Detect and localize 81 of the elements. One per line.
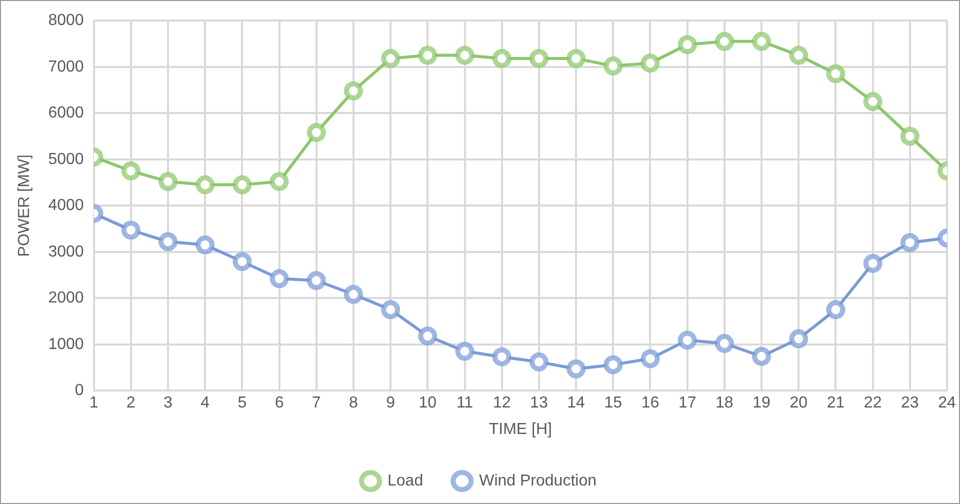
- y-tick-label: 0: [74, 382, 84, 400]
- point: [418, 46, 438, 65]
- point: [678, 330, 697, 350]
- point: [789, 329, 808, 348]
- point: [900, 126, 920, 146]
- point: [640, 349, 660, 368]
- point: [344, 81, 363, 100]
- point: [604, 56, 623, 76]
- point: [232, 252, 252, 272]
- y-tick-label: 8000: [48, 12, 84, 30]
- x-tick-label: 3: [164, 394, 173, 412]
- point: [306, 123, 326, 142]
- y-tick-label: 5000: [48, 150, 84, 168]
- x-tick-label: 21: [826, 394, 845, 412]
- point: [640, 54, 660, 73]
- x-tick-label: 11: [456, 394, 474, 412]
- x-tick-label: 20: [790, 394, 808, 412]
- point: [381, 49, 400, 68]
- point: [529, 49, 548, 68]
- x-tick-label: 9: [386, 394, 396, 412]
- point: [566, 49, 586, 68]
- point: [344, 284, 363, 304]
- x-tick-label: 19: [752, 394, 771, 412]
- x-tick-label: 15: [604, 394, 622, 412]
- point: [455, 342, 474, 361]
- point: [826, 64, 846, 84]
- legend-label: Load: [388, 472, 424, 490]
- y-tick-label: 6000: [48, 104, 84, 122]
- x-tick-label: 10: [418, 394, 437, 412]
- point: [714, 32, 734, 51]
- point: [121, 220, 140, 240]
- point: [789, 46, 808, 65]
- point: [121, 161, 140, 180]
- x-tick-label: 1: [89, 394, 98, 412]
- x-tick-label: 4: [200, 394, 210, 412]
- point: [863, 92, 882, 112]
- x-tick-label: 14: [567, 394, 586, 412]
- point: [529, 352, 548, 372]
- x-tick-label: 8: [349, 394, 358, 412]
- x-tick-label: 22: [864, 394, 882, 412]
- point: [158, 172, 178, 192]
- point: [826, 300, 846, 320]
- point: [604, 355, 623, 374]
- point: [158, 232, 178, 252]
- y-axis-title: POWER [MW]: [16, 154, 34, 257]
- x-tick-label: 7: [312, 394, 321, 412]
- legend-label: Wind Production: [479, 472, 596, 490]
- point: [714, 334, 734, 353]
- x-tick-label: 2: [126, 394, 136, 412]
- x-tick-label: 13: [530, 394, 548, 412]
- x-tick-label: 12: [492, 394, 511, 412]
- point: [196, 175, 215, 194]
- point: [232, 175, 252, 194]
- point: [566, 359, 586, 378]
- point: [863, 254, 882, 273]
- point: [492, 347, 512, 366]
- x-tick-label: 24: [938, 394, 956, 412]
- x-tick-label: 6: [274, 394, 284, 412]
- x-tick-label: 18: [716, 394, 734, 412]
- point: [270, 172, 289, 192]
- y-tick-label: 7000: [48, 58, 84, 76]
- point: [270, 269, 289, 288]
- point: [752, 346, 772, 366]
- point: [752, 32, 772, 51]
- x-tick-label: 5: [238, 394, 247, 412]
- point: [678, 35, 697, 54]
- point: [306, 271, 326, 290]
- point: [418, 326, 438, 346]
- point: [900, 233, 920, 252]
- x-axis-title: TIME [H]: [488, 420, 552, 438]
- x-tick-label: 16: [641, 394, 660, 412]
- y-tick-label: 4000: [48, 197, 84, 214]
- x-tick-label: 23: [901, 394, 919, 412]
- y-tick-label: 2000: [48, 290, 84, 307]
- point: [455, 46, 474, 65]
- point: [492, 49, 512, 68]
- x-tick-label: 17: [678, 394, 696, 412]
- y-tick-label: 1000: [48, 336, 84, 353]
- point: [381, 300, 400, 320]
- y-tick-label: 3000: [48, 243, 84, 260]
- point: [196, 235, 215, 254]
